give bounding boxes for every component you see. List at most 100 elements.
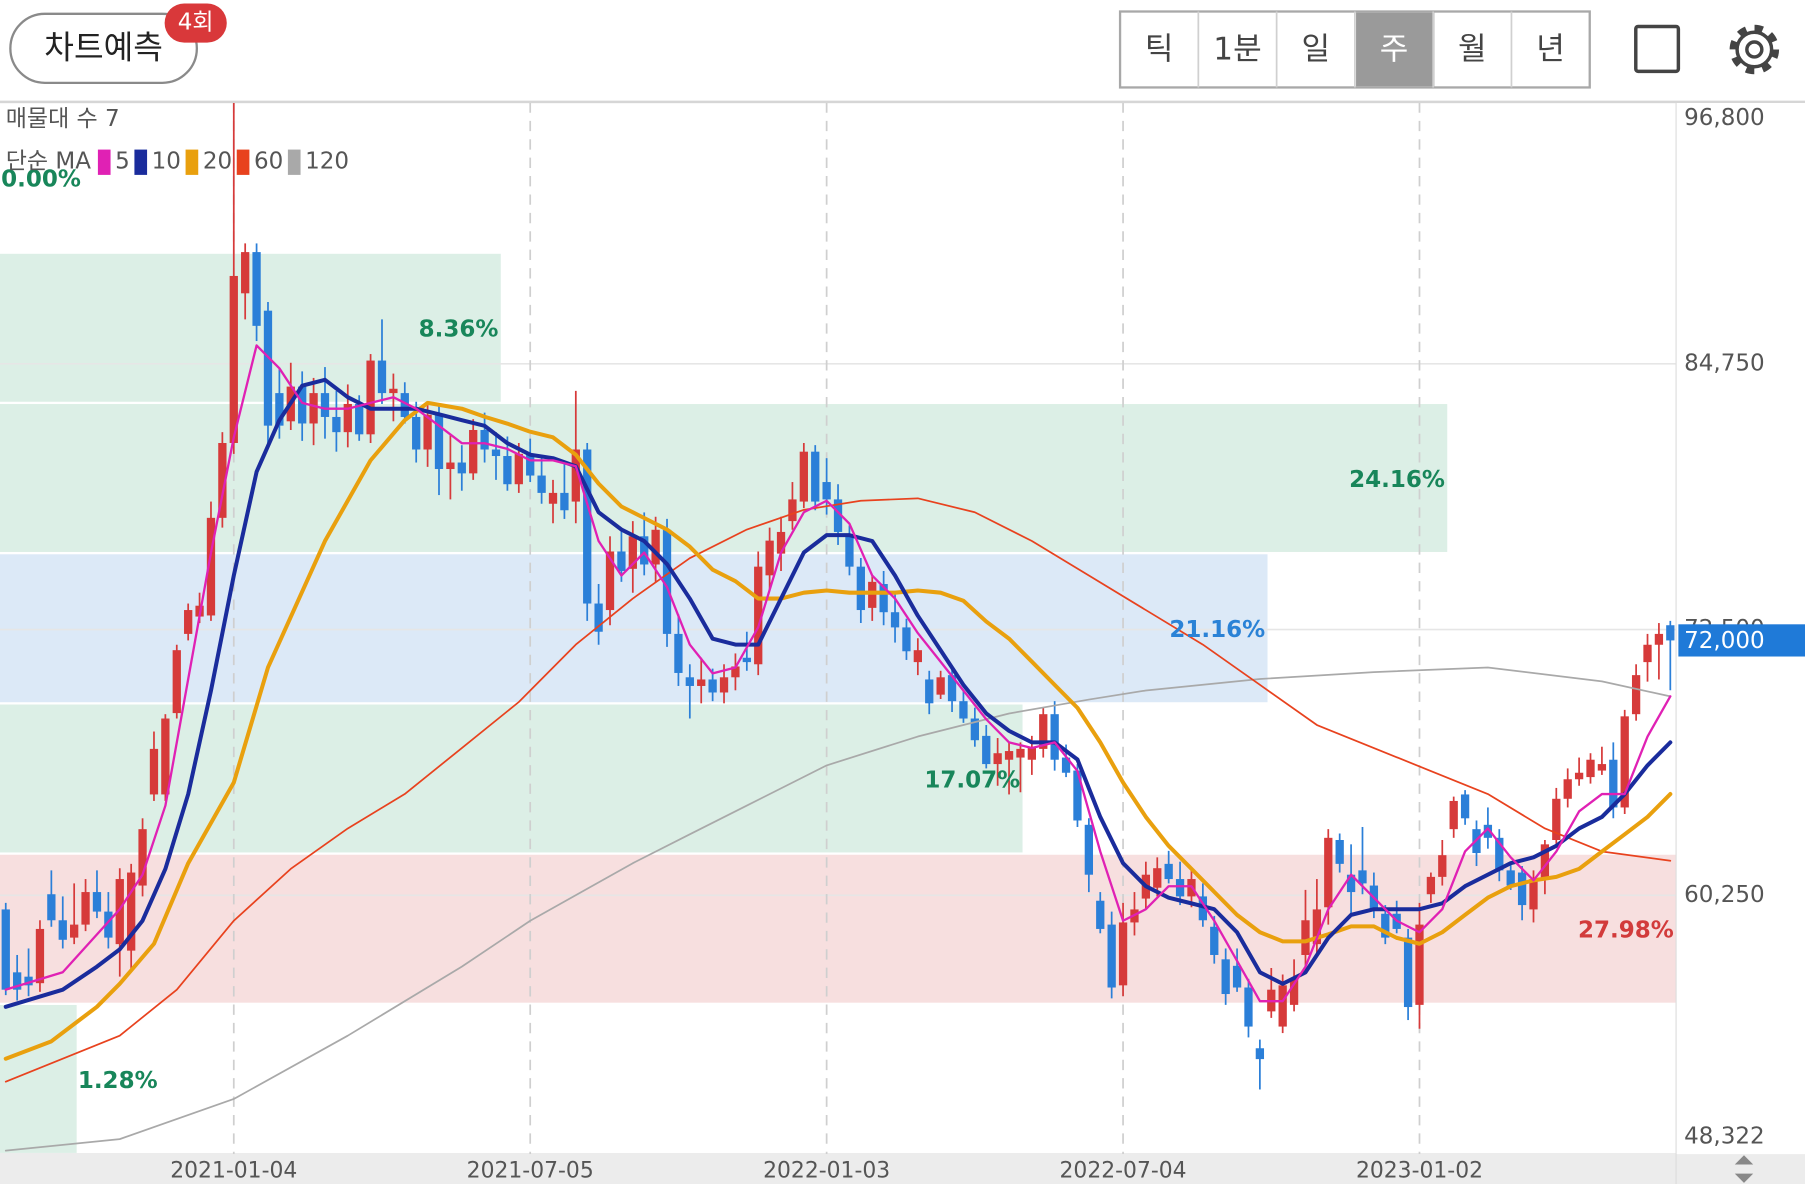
candle-body (138, 829, 147, 886)
candle-body (412, 416, 421, 450)
volume-band-label: 8.36% (419, 317, 499, 343)
period-label[interactable]: 1분 (1213, 32, 1261, 68)
candle-body (320, 393, 330, 417)
ma-line (3, 377, 1673, 1009)
period-button[interactable]: 1분 (1197, 11, 1262, 88)
candle-body (1506, 870, 1515, 886)
ma-line (4, 344, 1672, 1003)
candle-body (1289, 978, 1299, 1005)
period-button[interactable]: 년 (1510, 11, 1565, 88)
candle-body (206, 517, 216, 616)
candle-body (959, 701, 968, 719)
candle-body (799, 451, 808, 502)
volume-band-label: 24.16% (1349, 467, 1445, 493)
current-price-box (1678, 624, 1805, 657)
candle-body (1084, 824, 1094, 875)
candle-body (13, 972, 22, 990)
candle-body (811, 451, 820, 502)
settings-button[interactable] (1729, 24, 1780, 75)
candle-body (560, 492, 569, 511)
candle-body (47, 894, 56, 921)
legend-label: 20 (203, 149, 232, 175)
candle-body (434, 414, 444, 470)
candle-body (1426, 876, 1436, 895)
candle-body (1574, 772, 1584, 780)
candle-body (1358, 870, 1367, 884)
candle-body (583, 449, 592, 604)
period-button[interactable]: 주 (1354, 11, 1435, 88)
scroll-icon[interactable] (1734, 1155, 1754, 1183)
candle-body (1210, 926, 1219, 955)
candle-body (1301, 920, 1310, 955)
candle-body (537, 475, 546, 493)
candle-body (149, 748, 159, 795)
candle-body (389, 388, 398, 394)
candle-body (115, 879, 124, 945)
candle-body (184, 610, 193, 634)
candle-body (982, 735, 991, 765)
candle-body (1666, 625, 1675, 641)
fullscreen-button[interactable] (1634, 24, 1681, 74)
candle-body (1175, 879, 1185, 897)
candle-body (480, 429, 489, 450)
candle-body (355, 403, 364, 435)
legend-swatch (185, 149, 199, 175)
candle-body (423, 414, 432, 450)
period-button[interactable]: 틱 (1145, 32, 1174, 68)
predict-button-label[interactable]: 차트예측 (44, 28, 163, 66)
candle-body (1050, 714, 1059, 760)
candle-body (58, 920, 67, 940)
period-label[interactable]: 년 (1536, 32, 1565, 68)
candle-body (1529, 879, 1538, 910)
legend-swatch (287, 149, 301, 175)
period-label[interactable]: 월 (1458, 32, 1487, 68)
volume-band-label: 1.28% (78, 1068, 158, 1094)
candle-body (298, 386, 307, 424)
candle-body (229, 275, 238, 444)
candle-body (1460, 794, 1470, 819)
period-button[interactable]: 월 (1432, 11, 1487, 88)
candle-body (127, 872, 136, 951)
candle-body (1027, 746, 1036, 760)
period-button[interactable]: 일 (1275, 11, 1330, 88)
candle-body (275, 393, 284, 426)
period-label[interactable]: 틱 (1145, 32, 1174, 68)
volume-band (0, 854, 1677, 1003)
candle-body (1552, 798, 1561, 840)
legend-label: 10 (152, 149, 181, 175)
period-label[interactable]: 주 (1380, 32, 1409, 68)
candle-body (890, 612, 900, 628)
candle-body (92, 892, 102, 912)
candle-body (526, 453, 535, 476)
candle-body (1415, 924, 1424, 1005)
candle-body (514, 453, 523, 485)
candle-body (617, 551, 626, 571)
candle-body (241, 252, 250, 294)
current-price-label: 72,000 (1684, 628, 1765, 654)
candle-body (70, 924, 79, 938)
candle-body (640, 536, 649, 565)
x-tick-label: 2023-01-02 (1356, 1158, 1483, 1183)
y-tick-label: 48,322 (1684, 1123, 1765, 1149)
candle-body (571, 449, 580, 502)
candle-body (457, 462, 466, 474)
badge-label: 4회 (178, 10, 214, 36)
legend-title: 단순 MA (6, 149, 91, 175)
candle-body (822, 482, 831, 500)
predict-button[interactable]: 차트예측 (9, 12, 198, 84)
candle-body (1563, 779, 1572, 799)
candle-body (1073, 770, 1082, 821)
candle-body (252, 252, 261, 326)
candle-body (35, 928, 45, 984)
volume-band-label: 21.16% (1169, 617, 1265, 643)
period-label[interactable]: 일 (1301, 32, 1330, 68)
candle-body (1221, 959, 1230, 995)
volume-band-label: 0.00% (1, 166, 81, 192)
candle-body (685, 677, 694, 686)
candle-body (1586, 759, 1595, 778)
candle-body (1609, 759, 1618, 808)
candle-body (503, 456, 512, 485)
candle-body (172, 650, 181, 714)
period-selected-bg[interactable] (1356, 12, 1435, 87)
